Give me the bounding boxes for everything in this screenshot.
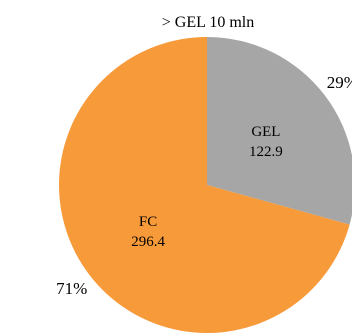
pie-slices: [58, 37, 352, 333]
chart-title: > GEL 10 mln: [162, 14, 254, 31]
slice-percent-label: 29%: [327, 73, 352, 92]
pie-labels: GEL 122.9 29% FC 296.4 71%: [56, 73, 352, 298]
slice-percent-label: 71%: [56, 279, 87, 298]
pie-slice-gel: [207, 37, 352, 225]
slice-category-label: GEL: [251, 124, 280, 140]
pie-slice-fc: [58, 37, 350, 333]
slice-value-label: 122.9: [249, 144, 283, 160]
slice-category-label: FC: [139, 214, 157, 230]
slice-value-label: 296.4: [131, 234, 165, 250]
